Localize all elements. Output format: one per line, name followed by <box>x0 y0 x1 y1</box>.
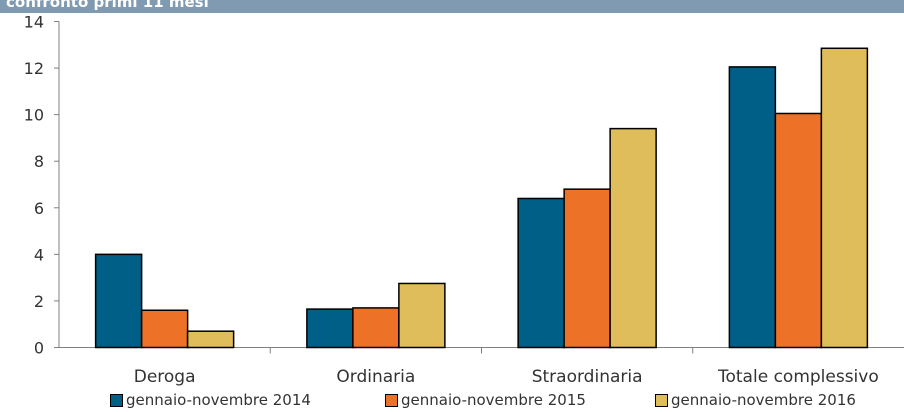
x-category-label: Totale complessivo <box>717 367 879 387</box>
legend-item: gennaio-novembre 2016 <box>655 391 856 409</box>
chart-title: confronto primi 11 mesi <box>6 0 209 11</box>
bar <box>306 308 354 349</box>
legend-label: gennaio-novembre 2016 <box>671 391 856 409</box>
x-category-label: Straordinaria <box>532 367 643 387</box>
legend-label: gennaio-novembre 2015 <box>401 391 586 409</box>
y-tick-label: 2 <box>34 292 44 311</box>
y-tick-label: 6 <box>34 199 44 218</box>
bar <box>352 307 400 349</box>
bar <box>728 66 777 349</box>
bar <box>94 253 143 349</box>
legend-item: gennaio-novembre 2015 <box>385 391 586 409</box>
bar <box>820 47 869 349</box>
bar <box>140 309 189 349</box>
legend-swatch <box>385 393 398 407</box>
y-tick-label: 4 <box>34 245 44 264</box>
bar <box>186 330 235 349</box>
bar <box>774 112 823 349</box>
x-category-label: Deroga <box>134 367 196 387</box>
chart-legend: gennaio-novembre 2014 gennaio-novembre 20… <box>110 391 904 411</box>
y-tick-label: 14 <box>24 13 44 32</box>
legend-label: gennaio-novembre 2014 <box>126 391 311 409</box>
bar-chart: 0 2 4 6 8 10 12 14 Deroga Ordinaria Straordinaria T… <box>24 13 904 387</box>
legend-item: gennaio-novembre 2014 <box>110 391 311 409</box>
bar <box>398 282 446 349</box>
bar <box>517 197 565 349</box>
legend-swatch <box>655 393 668 407</box>
title-bar: confronto primi 11 mesi <box>0 0 904 13</box>
bar <box>563 188 611 349</box>
legend-swatch <box>110 393 123 407</box>
y-tick-label: 12 <box>24 59 44 78</box>
y-tick-label: 0 <box>34 339 44 358</box>
y-tick-label: 8 <box>34 152 44 171</box>
x-category-label: Ordinaria <box>336 367 415 387</box>
bar <box>609 127 657 349</box>
y-tick-label: 10 <box>24 106 44 125</box>
